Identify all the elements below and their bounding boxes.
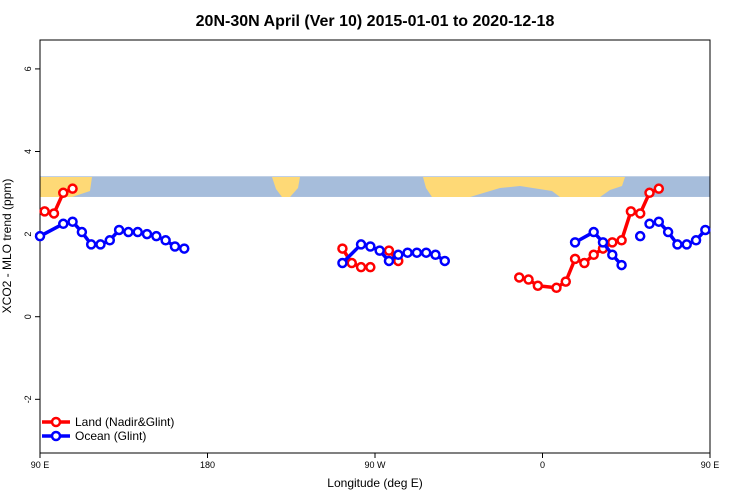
data-point <box>569 253 581 265</box>
map-land <box>40 177 92 197</box>
data-point <box>123 226 134 238</box>
x-axis-label: Longitude (deg E) <box>327 476 422 490</box>
data-point <box>411 247 423 258</box>
data-point <box>607 249 618 261</box>
series-land <box>39 183 665 294</box>
data-point <box>513 272 525 283</box>
data-point <box>662 226 674 238</box>
data-point <box>355 239 367 250</box>
x-tick-label: 90 W <box>364 460 386 470</box>
data-point <box>644 187 655 199</box>
data-point <box>365 241 376 252</box>
data-point <box>374 245 385 256</box>
data-point <box>644 218 655 230</box>
x-tick-label: 90 E <box>31 460 50 470</box>
data-point <box>700 224 711 236</box>
data-point <box>95 239 106 250</box>
data-point <box>34 230 46 242</box>
series-layer <box>34 183 711 294</box>
data-point <box>67 183 78 194</box>
data-point <box>178 243 190 254</box>
data-point <box>169 241 181 252</box>
data-point <box>365 261 376 273</box>
data-point <box>551 282 562 294</box>
data-point <box>560 276 572 287</box>
data-point <box>532 280 544 291</box>
y-tick-label: 6 <box>23 66 33 71</box>
data-point <box>653 216 665 227</box>
data-point <box>58 218 69 230</box>
data-point <box>85 239 97 250</box>
data-point <box>151 230 162 242</box>
data-point <box>634 208 646 219</box>
data-point <box>383 245 395 256</box>
data-point <box>588 249 599 261</box>
map-land <box>580 188 596 197</box>
y-tick-label: 0 <box>23 314 33 319</box>
data-point <box>355 261 367 273</box>
data-point <box>160 235 171 246</box>
y-axis-label: XCO2 - MLO trend (ppm) <box>0 179 14 314</box>
data-point <box>337 243 348 254</box>
data-point <box>113 224 125 236</box>
data-point <box>104 235 116 246</box>
data-point <box>132 226 143 238</box>
data-point <box>523 274 534 285</box>
x-tick-label: 90 E <box>701 460 720 470</box>
series-ocean <box>34 216 711 271</box>
x-tick-label: 0 <box>540 460 545 470</box>
data-point <box>653 183 665 194</box>
x-tick-label: 180 <box>200 460 215 470</box>
data-point <box>616 259 627 271</box>
data-point <box>58 187 69 199</box>
y-tick-label: 2 <box>23 232 33 237</box>
legend-label: Ocean (Glint) <box>75 429 146 443</box>
data-point <box>681 239 692 250</box>
data-point <box>430 249 441 261</box>
data-point <box>588 226 599 238</box>
legend: Land (Nadir&Glint)Ocean (Glint) <box>42 415 174 443</box>
data-point <box>393 249 404 261</box>
data-point <box>607 237 618 248</box>
chart-title: 20N-30N April (Ver 10) 2015-01-01 to 202… <box>196 13 555 30</box>
data-point <box>672 239 683 250</box>
y-tick-label: 4 <box>23 149 33 154</box>
y-tick-label: -2 <box>23 395 33 403</box>
data-point <box>439 255 451 267</box>
data-point <box>625 206 637 217</box>
map-band <box>40 176 710 197</box>
data-point <box>141 228 153 240</box>
data-point <box>67 216 78 227</box>
map-land <box>272 177 300 197</box>
data-point <box>420 247 432 258</box>
data-point <box>634 230 646 242</box>
data-point <box>76 226 88 238</box>
data-point <box>383 255 395 267</box>
data-point <box>597 237 609 248</box>
data-point <box>690 235 702 246</box>
data-point <box>616 235 627 246</box>
data-point <box>346 257 357 269</box>
legend-marker <box>50 416 62 428</box>
data-point <box>39 206 50 217</box>
data-point <box>402 247 413 258</box>
data-point <box>569 237 581 248</box>
data-point <box>579 257 590 269</box>
legend-marker <box>50 430 62 442</box>
data-point <box>337 257 348 269</box>
map-land <box>423 177 625 197</box>
legend-label: Land (Nadir&Glint) <box>75 415 174 429</box>
data-point <box>48 208 60 219</box>
